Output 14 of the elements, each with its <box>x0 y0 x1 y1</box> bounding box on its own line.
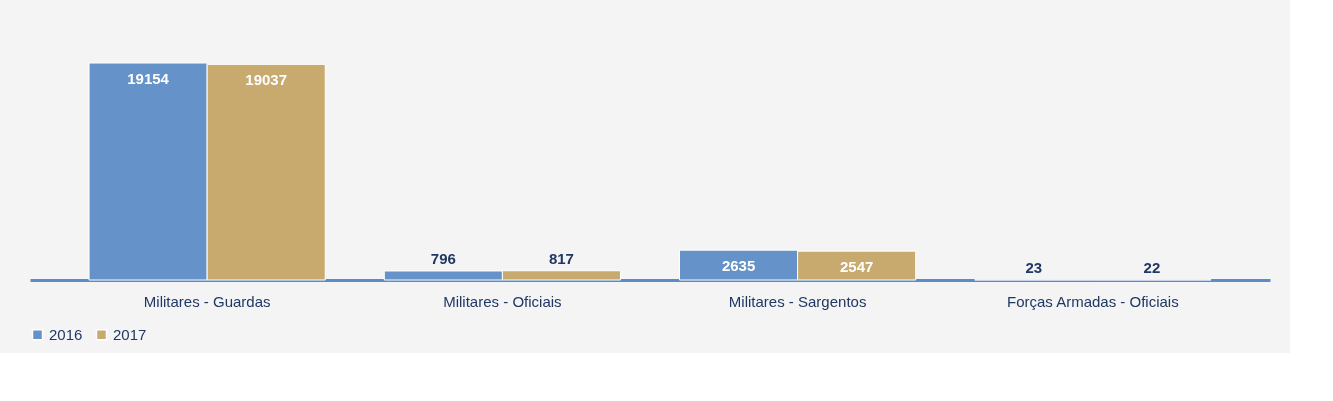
x-tick-label: Militares - Guardas <box>143 292 271 310</box>
data-label: 2547 <box>839 258 874 276</box>
legend-label: 2017 <box>113 325 147 343</box>
data-label: 817 <box>548 249 574 267</box>
data-label: 19154 <box>127 70 170 88</box>
x-tick-label: Militares - Oficiais <box>443 292 562 310</box>
data-label: 22 <box>1143 258 1161 276</box>
legend-label: 2016 <box>49 325 83 343</box>
data-label: 19037 <box>245 71 288 89</box>
data-label: 23 <box>1025 258 1043 276</box>
data-label: 796 <box>430 249 456 267</box>
data-label: 2635 <box>721 257 756 275</box>
x-tick-label: Militares - Sargentos <box>728 292 867 310</box>
x-tick-label: Forças Armadas - Oficiais <box>1007 292 1179 310</box>
